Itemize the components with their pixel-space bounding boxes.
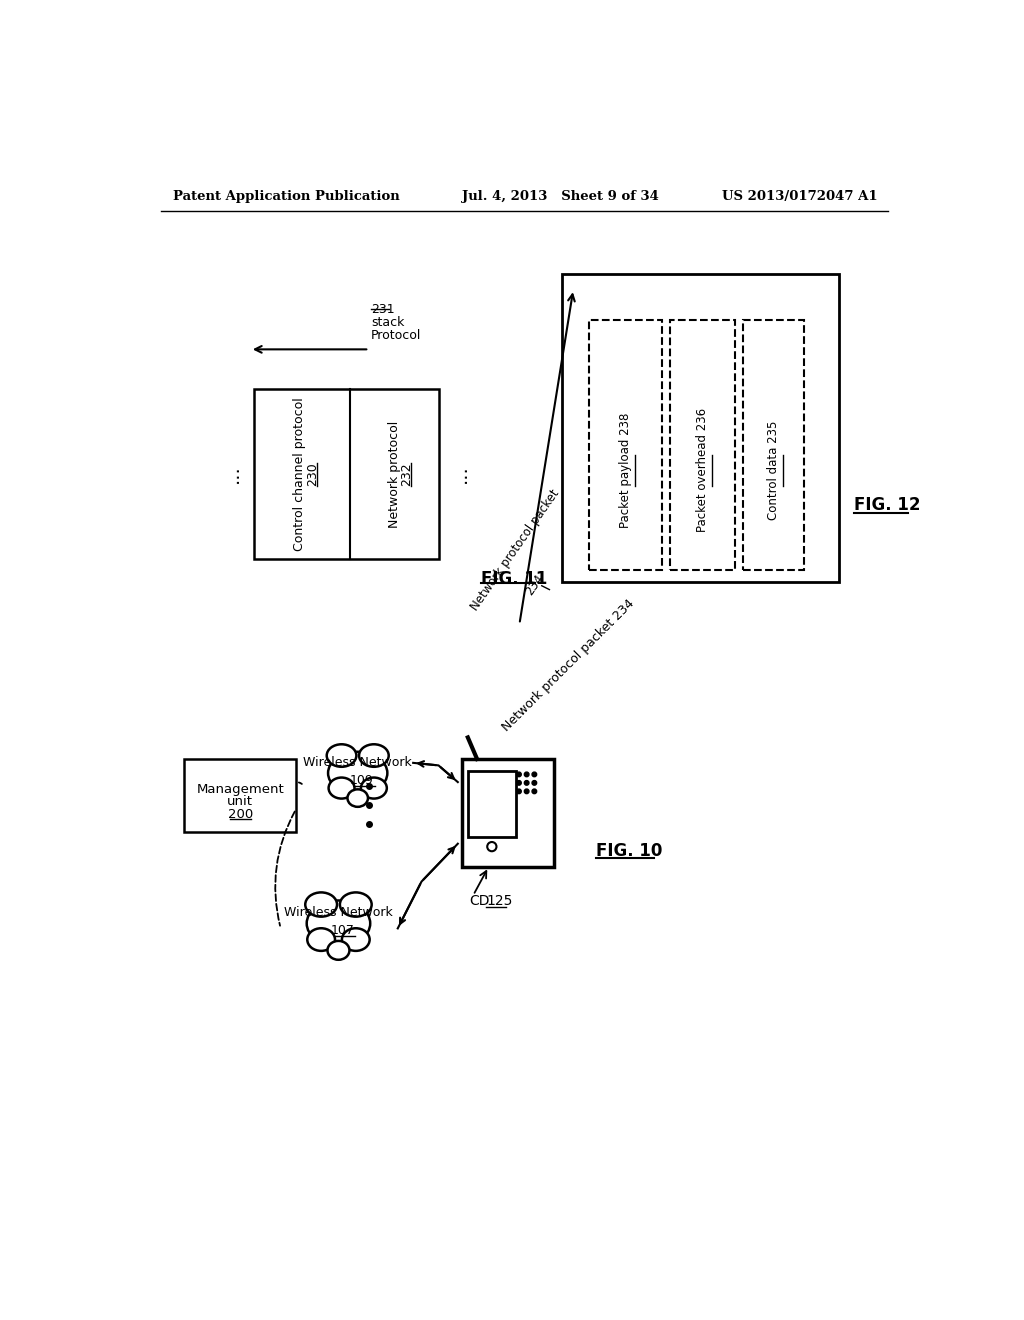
- Text: FIG. 12: FIG. 12: [854, 496, 921, 513]
- Text: Packet payload 238: Packet payload 238: [618, 413, 632, 528]
- Ellipse shape: [327, 744, 356, 767]
- Bar: [562, 275, 839, 582]
- Text: 125: 125: [486, 895, 513, 908]
- Text: Control data 235: Control data 235: [767, 421, 780, 520]
- Circle shape: [524, 789, 529, 793]
- Circle shape: [517, 772, 521, 776]
- Text: FIG. 10: FIG. 10: [596, 842, 663, 861]
- Ellipse shape: [328, 752, 387, 795]
- Circle shape: [532, 789, 537, 793]
- Text: Protocol: Protocol: [371, 330, 421, 342]
- Text: Wireless Network: Wireless Network: [284, 907, 393, 920]
- Text: US 2013/0172047 A1: US 2013/0172047 A1: [722, 190, 878, 203]
- Circle shape: [524, 772, 529, 776]
- Text: Control channel protocol: Control channel protocol: [294, 397, 306, 550]
- Bar: [742, 321, 804, 570]
- Text: 230: 230: [306, 462, 318, 486]
- Bar: [462, 759, 554, 867]
- Ellipse shape: [307, 928, 335, 950]
- Text: Wireless Network: Wireless Network: [303, 756, 412, 770]
- Ellipse shape: [347, 789, 368, 807]
- Text: Packet overhead 236: Packet overhead 236: [695, 408, 709, 532]
- Bar: [184, 759, 296, 832]
- Ellipse shape: [328, 941, 349, 960]
- Text: ...: ...: [222, 465, 242, 483]
- Text: ...: ...: [451, 465, 470, 483]
- Text: 234: 234: [523, 572, 547, 598]
- Text: FIG. 11: FIG. 11: [481, 570, 547, 589]
- Text: Jul. 4, 2013   Sheet 9 of 34: Jul. 4, 2013 Sheet 9 of 34: [462, 190, 658, 203]
- Ellipse shape: [307, 900, 371, 946]
- Text: CD: CD: [469, 895, 489, 908]
- Bar: [589, 321, 662, 570]
- Ellipse shape: [360, 777, 387, 799]
- Ellipse shape: [340, 892, 372, 916]
- Ellipse shape: [305, 892, 337, 916]
- Circle shape: [532, 772, 537, 776]
- Text: Network protocol packet: Network protocol packet: [469, 487, 562, 612]
- Text: 109: 109: [349, 774, 374, 787]
- Bar: [254, 389, 438, 558]
- Text: unit: unit: [227, 795, 253, 808]
- Text: 107: 107: [331, 924, 354, 937]
- Text: Network protocol: Network protocol: [388, 421, 400, 528]
- Circle shape: [532, 780, 537, 785]
- Circle shape: [517, 789, 521, 793]
- Text: 200: 200: [227, 808, 253, 821]
- Text: Management: Management: [197, 783, 285, 796]
- Circle shape: [517, 780, 521, 785]
- Bar: [670, 321, 735, 570]
- Text: 232: 232: [400, 462, 413, 486]
- Text: stack: stack: [371, 317, 404, 329]
- Ellipse shape: [342, 928, 370, 950]
- Text: Network protocol packet 234: Network protocol packet 234: [500, 598, 637, 734]
- Ellipse shape: [359, 744, 389, 767]
- Circle shape: [524, 780, 529, 785]
- Circle shape: [487, 842, 497, 851]
- Text: Patent Application Publication: Patent Application Publication: [173, 190, 399, 203]
- Text: 231: 231: [371, 304, 394, 317]
- Ellipse shape: [329, 777, 354, 799]
- Bar: [468, 771, 516, 837]
